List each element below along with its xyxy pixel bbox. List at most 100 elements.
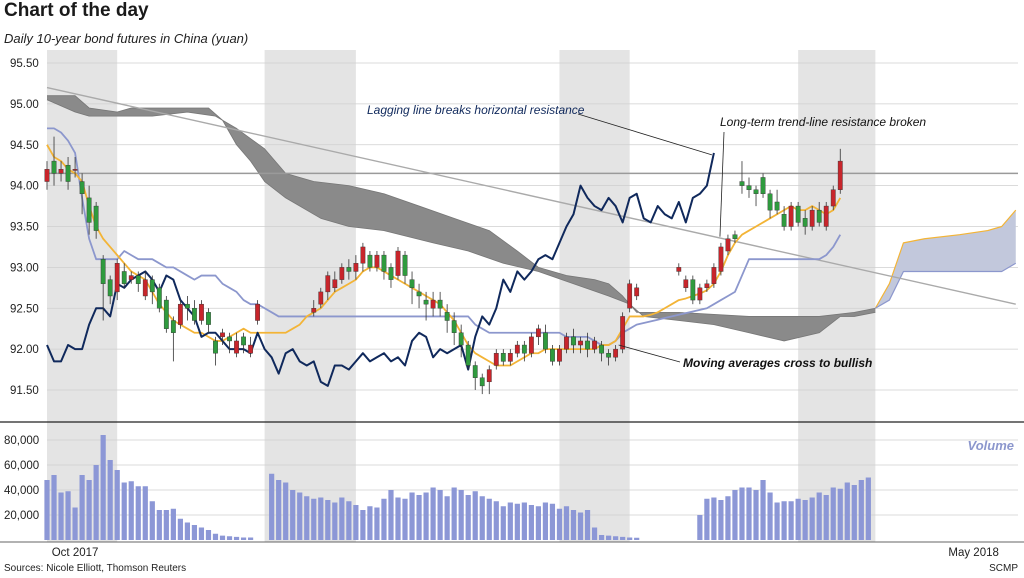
volume-bar (58, 492, 64, 540)
volume-axis-label: Volume (968, 438, 1014, 453)
volume-tick-label: 40,000 (4, 485, 39, 497)
volume-bar (269, 473, 275, 540)
candle-body (451, 320, 457, 333)
candle-body (72, 169, 78, 171)
price-tick-label: 93.00 (10, 262, 39, 274)
volume-bar (233, 536, 240, 540)
volume-bar (332, 502, 338, 540)
volume-bar (570, 510, 577, 540)
candle-body (514, 344, 520, 354)
volume-bar (51, 475, 57, 540)
candle-body (592, 340, 597, 350)
candle-body (346, 267, 352, 272)
volume-bar (325, 500, 331, 540)
volume-bar (212, 533, 219, 540)
candle-body (241, 336, 246, 346)
volume-bar (290, 490, 296, 540)
candle-body (65, 164, 71, 182)
candle-body (837, 160, 843, 190)
candle-body (395, 250, 401, 276)
volume-bar (542, 502, 549, 540)
volume-bar (93, 465, 99, 540)
volume-bar (100, 435, 106, 540)
candle-body (444, 312, 450, 321)
chart-subtitle: Daily 10-year bond futures in China (yua… (4, 31, 249, 46)
volume-bar (697, 515, 703, 540)
candle-body (627, 283, 633, 309)
candle-body (613, 348, 619, 358)
volume-bar (283, 482, 289, 540)
candle-body (192, 308, 197, 321)
volume-bar (465, 495, 471, 540)
volume-bar (479, 496, 485, 540)
shaded-periods (47, 50, 876, 542)
volume-bar (458, 490, 464, 540)
candle-body (227, 336, 232, 342)
volume-bars (44, 435, 871, 540)
candle-body (550, 348, 555, 362)
price-tick-label: 92.00 (10, 344, 39, 356)
candle-body (86, 197, 92, 223)
shaded-period (264, 50, 356, 542)
volume-bar (774, 502, 780, 540)
volume-bar (121, 482, 127, 540)
candle-body (507, 353, 513, 362)
axes: 95.50 95.00 94.50 94.00 93.50 93.00 92.50 92.00… (0, 58, 1024, 559)
candle-body (325, 275, 331, 293)
candle-body (437, 299, 443, 309)
candle-body (732, 234, 738, 239)
volume-bar (718, 500, 724, 540)
volume-bar (65, 491, 71, 540)
volume-tick-label: 60,000 (4, 460, 39, 472)
time-tick-label: Oct 2017 (52, 547, 99, 559)
volume-bar (437, 490, 443, 540)
volume-bar (739, 487, 745, 540)
candle-body (543, 332, 548, 350)
candle-body (199, 303, 204, 321)
volume-bar (381, 498, 387, 540)
candle-body (528, 336, 534, 354)
candle-body (388, 267, 394, 280)
volume-bar (858, 480, 864, 540)
candle-body (676, 267, 682, 272)
volume-bar (591, 527, 598, 540)
candle-body (220, 332, 225, 338)
candle-body (353, 263, 359, 272)
annotations: Lagging line breaks horizontal resistanc… (367, 103, 926, 370)
candle-body (795, 205, 801, 223)
volume-bar (781, 501, 787, 540)
time-tick-label: May 2018 (948, 547, 999, 559)
volume-bar (732, 490, 738, 540)
candle-body (234, 340, 239, 354)
candle-body (423, 299, 429, 305)
cloud-span-a (47, 95, 876, 342)
volume-bar (493, 501, 499, 540)
candle-body (248, 344, 253, 354)
chart-title: Chart of the day (4, 0, 149, 21)
volume-bar (353, 505, 359, 540)
volume-bar (423, 492, 429, 540)
volume-bar (809, 497, 815, 540)
candle-body (79, 181, 85, 195)
candle-body (521, 344, 527, 354)
candlesticks (44, 136, 843, 395)
candle-body (465, 344, 471, 366)
volume-bar (620, 536, 626, 540)
candle-body (767, 193, 773, 211)
volume-bar (528, 505, 534, 540)
volume-bar (318, 497, 324, 540)
cloud-area (47, 95, 876, 341)
candle-body (107, 279, 113, 297)
volume-bar (444, 496, 450, 540)
candle-body (486, 369, 492, 383)
volume-bar (535, 506, 541, 540)
candle-body (51, 160, 57, 174)
cloud-future-span-b (875, 262, 1017, 309)
volume-bar (128, 481, 134, 540)
volume-bar (514, 503, 520, 540)
volume-bar (634, 537, 640, 540)
volume-bar (563, 506, 570, 540)
annotation-pointer (719, 131, 725, 237)
annotation-pointer (618, 344, 681, 363)
